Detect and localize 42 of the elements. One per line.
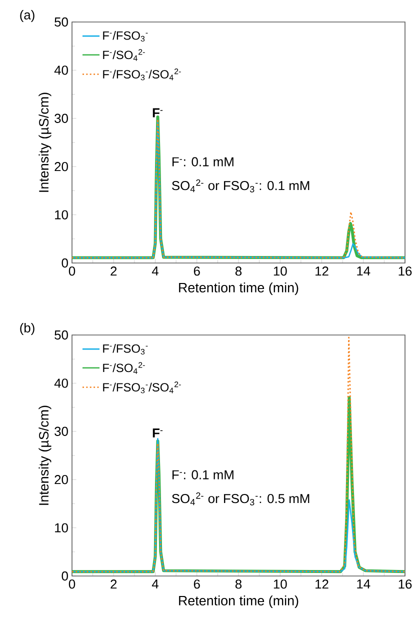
x-tick-label: 4 xyxy=(152,266,158,276)
y-tick-label: 30 xyxy=(54,114,68,123)
x-tick-label: 2 xyxy=(110,266,117,276)
annotation: SO$_{4}$$^{2-}$ or FSO$_{3}$$^{-}$: 0.5 mM xyxy=(172,492,310,506)
x-tick-label: 6 xyxy=(194,266,200,276)
chart-title: (a) xyxy=(20,10,34,22)
x-tick-label: 10 xyxy=(274,266,287,276)
y-tick-label: 30 xyxy=(54,426,68,436)
y-tick-label: 20 xyxy=(54,162,68,172)
y-tick-label: 10 xyxy=(55,210,68,220)
x-tick-label: 14 xyxy=(357,266,370,276)
x-tick-label: 6 xyxy=(194,580,200,589)
annotation: F$^{-}$: 0.1 mM xyxy=(172,157,234,166)
annotation: F$^{-}$ xyxy=(152,108,163,118)
y-tick-label: 0 xyxy=(62,571,68,581)
x-tick-label: 2 xyxy=(110,580,117,589)
x-tick-label: 4 xyxy=(152,580,158,588)
x-tick-label: 16 xyxy=(398,580,412,589)
y-tick-label: 0 xyxy=(62,258,68,268)
chart-title: (b) xyxy=(20,322,34,336)
y-axis-title: Intensity (µS/cm) xyxy=(38,92,52,192)
x-tick-label: 14 xyxy=(357,580,370,588)
y-tick-label: 50 xyxy=(54,330,68,340)
y-axis-title: Intensity (µS/cm) xyxy=(38,406,52,505)
annotation: F$^{-}$: 0.1 mM xyxy=(172,470,234,480)
x-tick-label: 10 xyxy=(274,580,287,589)
x-tick-label: 0 xyxy=(68,580,76,589)
annotation: SO$_{4}$$^{2-}$ or FSO$_{3}$$^{-}$: 0.1 mM xyxy=(172,179,310,192)
annotation: F$^{-}$ xyxy=(152,428,163,438)
x-axis-title: Retention time (min) xyxy=(179,282,298,296)
x-axis-title: Retention time (min) xyxy=(179,596,298,608)
x-tick-label: 12 xyxy=(316,266,328,276)
y-tick-label: 40 xyxy=(54,66,68,75)
x-tick-label: 8 xyxy=(235,580,242,589)
y-tick-label: 20 xyxy=(54,475,68,484)
x-tick-label: 8 xyxy=(235,266,242,276)
y-tick-label: 10 xyxy=(55,523,68,532)
x-tick-label: 0 xyxy=(68,266,76,276)
y-tick-label: 50 xyxy=(54,17,68,27)
y-tick-label: 40 xyxy=(54,378,68,388)
x-tick-label: 12 xyxy=(316,580,328,589)
x-tick-label: 16 xyxy=(398,266,412,276)
